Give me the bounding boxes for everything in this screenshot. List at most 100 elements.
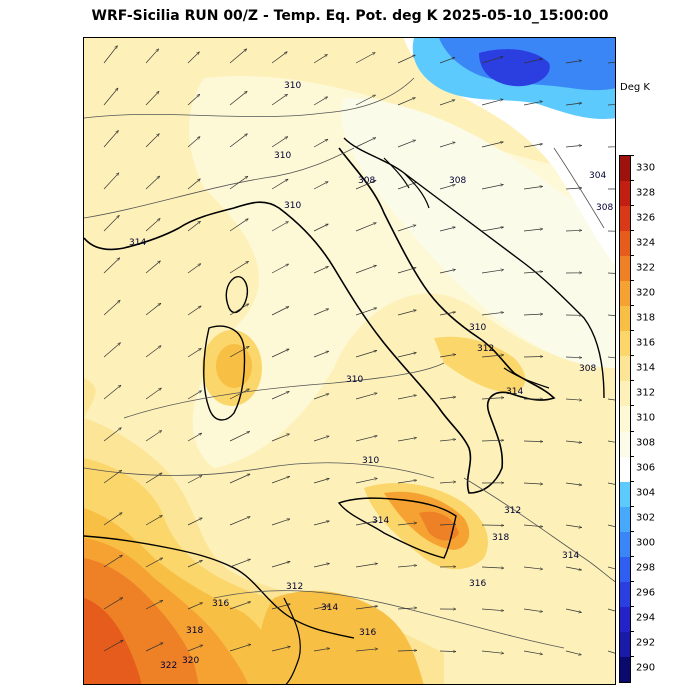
colorbar-tick	[630, 455, 634, 457]
contour-label: 312	[477, 344, 494, 354]
wind-arrow	[439, 651, 456, 652]
colorbar-segment	[620, 181, 630, 207]
map-panel[interactable]: 310 310 310 308 308 304 308 314 310 312 …	[83, 37, 616, 685]
contour-label: 310	[362, 456, 379, 466]
wind-arrow	[565, 399, 582, 400]
wind-arrow	[271, 604, 290, 610]
wind-arrow	[187, 517, 202, 526]
contour-label: 312	[286, 582, 303, 592]
wind-arrow	[229, 388, 250, 400]
wind-arrow	[313, 308, 329, 316]
wind-arrow	[187, 179, 200, 190]
wind-arrow	[397, 480, 417, 484]
wind-arrow	[145, 134, 159, 148]
wind-arrow	[145, 49, 159, 64]
italy-coastline	[233, 147, 556, 494]
wind-arrow	[523, 483, 543, 484]
wind-arrow	[481, 312, 504, 316]
wind-arrow	[271, 263, 289, 274]
contour-labels: 310 310 310 308 308 304 308 314 310 312 …	[129, 81, 613, 671]
wind-arrow	[145, 261, 161, 274]
wind-arrow	[145, 430, 162, 442]
colorbar-tick	[630, 155, 634, 156]
wind-arrow	[565, 440, 582, 443]
wind-arrow	[523, 566, 543, 569]
colorbar-tick	[630, 430, 634, 432]
wind-arrow	[607, 482, 615, 485]
contour-label: 310	[274, 151, 291, 161]
tunisia-border	[283, 597, 301, 684]
dalmatian-islands	[403, 172, 430, 209]
wind-arrow	[145, 346, 161, 358]
colorbar-segment	[620, 381, 630, 407]
wind-arrow	[439, 185, 455, 190]
wind-arrow	[607, 272, 615, 274]
wind-arrow	[229, 91, 247, 106]
wind-arrow	[145, 91, 159, 106]
wind-arrow	[229, 516, 250, 526]
wind-arrow	[313, 394, 329, 400]
contour-label: 320	[182, 656, 199, 666]
wind-arrow	[103, 513, 122, 526]
contour-label: 314	[506, 387, 523, 397]
colorbar-segment	[620, 281, 630, 307]
wind-arrow	[481, 440, 504, 441]
contour-label: 304	[589, 171, 606, 181]
wind-arrow	[313, 479, 329, 484]
wind-arrow	[565, 566, 582, 570]
wind-arrow	[481, 185, 504, 190]
field-cooler-adriatic	[341, 98, 615, 368]
wind-arrow	[355, 265, 377, 274]
wind-arrow	[187, 137, 200, 148]
wind-arrow	[187, 221, 201, 232]
contour-line	[84, 77, 415, 119]
wind-arrow	[313, 138, 328, 148]
contour-label: 318	[492, 533, 509, 543]
field-sicily-hot	[419, 511, 459, 541]
wind-arrow	[565, 188, 582, 189]
wind-arrow	[355, 606, 378, 610]
colorbar-segment	[620, 431, 630, 457]
contour-label: 308	[579, 364, 596, 374]
contour-label: 314	[321, 603, 338, 613]
wind-arrow	[313, 648, 330, 652]
colorbar-tick	[630, 255, 634, 257]
wind-arrow	[103, 46, 118, 64]
wind-arrow	[145, 557, 163, 568]
wind-arrow	[523, 524, 543, 527]
wind-arrow	[187, 602, 203, 610]
contour-label: 318	[186, 626, 203, 636]
wind-arrow	[145, 599, 163, 610]
wind-arrow	[355, 308, 377, 316]
colorbar-tick-label: 306	[636, 462, 656, 474]
wind-arrow	[481, 398, 504, 399]
wind-arrow	[607, 230, 615, 232]
wind-arrow	[355, 393, 377, 400]
wind-arrow	[565, 230, 582, 231]
colorbar-segment	[620, 531, 630, 557]
balkan-coastline	[343, 137, 605, 399]
corsica-outline	[225, 276, 249, 314]
wind-arrow	[103, 173, 119, 190]
wind-arrow	[439, 354, 456, 358]
contour-line	[84, 462, 435, 479]
wind-arrow	[439, 312, 456, 316]
wind-arrow	[313, 563, 330, 568]
wind-arrow	[439, 397, 456, 400]
colorbar-tick	[630, 380, 634, 382]
colorbar-segment	[620, 556, 630, 582]
contour-label: 316	[212, 599, 229, 609]
wind-arrow	[313, 96, 328, 106]
wind-arrow	[313, 54, 328, 64]
wind-arrow	[229, 431, 250, 442]
wind-arrow	[565, 357, 582, 358]
wind-arrow	[481, 227, 504, 232]
colorbar-segment	[620, 331, 630, 357]
wind-arrow	[397, 523, 417, 526]
wind-arrow	[187, 432, 202, 442]
wind-arrow	[565, 608, 582, 612]
wind-arrow	[103, 258, 120, 274]
wind-arrow	[481, 142, 503, 148]
colorbar-tick-label: 328	[636, 187, 656, 199]
colorbar-tick-label: 298	[636, 562, 656, 574]
